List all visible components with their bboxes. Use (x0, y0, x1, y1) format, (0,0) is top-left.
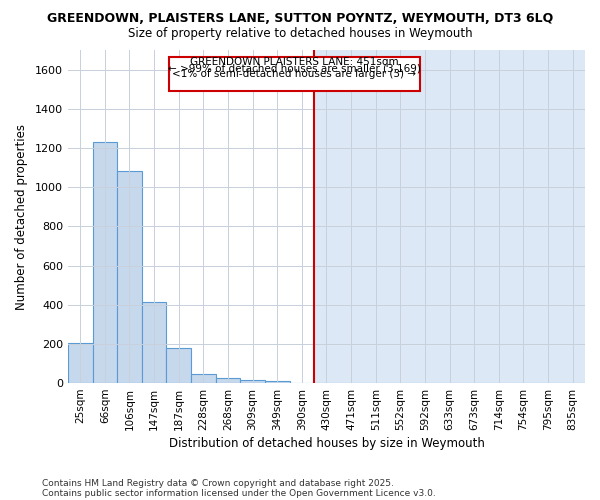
Text: Contains HM Land Registry data © Crown copyright and database right 2025.: Contains HM Land Registry data © Crown c… (42, 478, 394, 488)
Bar (142, 302, 166, 383)
Bar (240, 380, 265, 383)
Bar (191, 374, 215, 383)
X-axis label: Distribution of detached houses by size in Weymouth: Distribution of detached houses by size … (169, 437, 484, 450)
Text: <1% of semi-detached houses are larger (3) →: <1% of semi-detached houses are larger (… (172, 68, 416, 78)
Bar (92, 142, 117, 383)
Y-axis label: Number of detached properties: Number of detached properties (15, 124, 28, 310)
Text: Contains public sector information licensed under the Open Government Licence v3: Contains public sector information licen… (42, 488, 436, 498)
FancyBboxPatch shape (169, 57, 420, 91)
Bar (68, 50, 314, 383)
Bar (314, 50, 585, 383)
Text: ← >99% of detached houses are smaller (3,169): ← >99% of detached houses are smaller (3… (168, 63, 421, 73)
Bar (166, 348, 191, 383)
Bar (265, 381, 290, 383)
Text: Size of property relative to detached houses in Weymouth: Size of property relative to detached ho… (128, 28, 472, 40)
Bar (117, 172, 142, 383)
Text: GREENDOWN PLAISTERS LANE: 451sqm: GREENDOWN PLAISTERS LANE: 451sqm (190, 58, 399, 68)
Bar (68, 343, 92, 383)
Text: GREENDOWN, PLAISTERS LANE, SUTTON POYNTZ, WEYMOUTH, DT3 6LQ: GREENDOWN, PLAISTERS LANE, SUTTON POYNTZ… (47, 12, 553, 26)
Bar (215, 378, 240, 383)
